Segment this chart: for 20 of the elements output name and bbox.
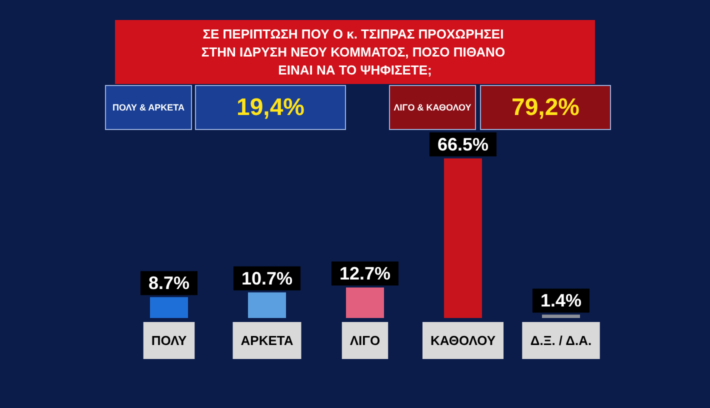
bar [542, 314, 580, 318]
data-label: 12.7% [339, 264, 391, 284]
chart-title: ΣΕ ΠΕΡΙΠΤΩΣΗ ΠΟΥ Ο κ. ΤΣΙΠΡΑΣ ΠΡΟΧΩΡΗΣΕΙ ΣΤΗΝ ΙΔΡΥΣΗ ΝΕΟΥ ΚΟΜΜΑΤΟΣ, ΠΟΣΟ ΠΙΘΑΝΟ ΕΙΝΑΙ ΝΑ ΤΟ ΨΗΦΙΣΕΤΕ; [201, 26, 509, 78]
data-label: 66.5% [437, 134, 489, 154]
data-label: 10.7% [241, 268, 293, 288]
data-label: 1.4% [540, 290, 582, 311]
text: 79,2% [511, 94, 580, 121]
bar [444, 158, 482, 318]
x-tick-label: Δ.Ξ. / Δ.Α. [530, 333, 592, 348]
x-tick-label: ΚΑΘΟΛΟΥ [430, 333, 496, 348]
text: ΛΙΓΟ & ΚΑΘΟΛΟΥ [394, 102, 472, 112]
bar [346, 288, 384, 318]
x-tick-label: ΠΟΛΥ [151, 333, 187, 348]
data-label: 8.7% [148, 273, 190, 294]
text: 19,4% [236, 94, 305, 121]
bar [150, 297, 188, 318]
x-tick-label: ΛΙΓΟ [350, 333, 380, 348]
bar [248, 292, 286, 318]
x-tick-label: ΑΡΚΕΤΑ [240, 333, 294, 348]
text: ΠΟΛΥ & ΑΡΚΕΤΑ [112, 102, 185, 112]
